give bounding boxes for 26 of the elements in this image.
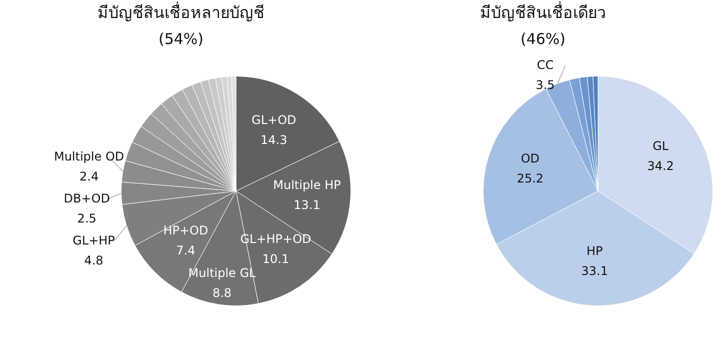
chart-subtitle: (54%) [157,29,205,50]
slice-label: GL+HP [72,233,115,248]
slice-label: GL+OD [252,112,296,127]
data-label: 2.5 [77,211,96,226]
data-label: 14.3 [260,132,288,147]
slice-label: Multiple OD [54,149,124,164]
data-label: 10.1 [262,252,290,266]
slice-label: GL [652,139,669,154]
data-label: 33.1 [581,264,608,278]
slice-label: HP [586,244,603,258]
data-label: 8.8 [212,286,232,300]
slice-label: HP+OD [163,223,208,238]
slice-label: Multiple HP [273,178,341,192]
slice-label: DB+OD [64,191,110,206]
data-label: 7.4 [176,243,196,258]
chart-title: มีบัญชีสินเชื่อหลายบัญชี [96,0,266,24]
data-label: 4.8 [84,253,104,268]
chart-title: มีบัญชีสินเชื่อเดียว [479,0,607,24]
chart-subtitle: (46%) [519,29,567,50]
data-label: 3.5 [536,78,555,92]
slice-label: CC [536,58,554,72]
data-label: 34.2 [647,159,674,174]
slice-label: OD [520,152,540,166]
data-label: 2.4 [80,169,99,184]
data-label: 13.1 [294,198,320,212]
data-label: 25.2 [516,172,544,186]
